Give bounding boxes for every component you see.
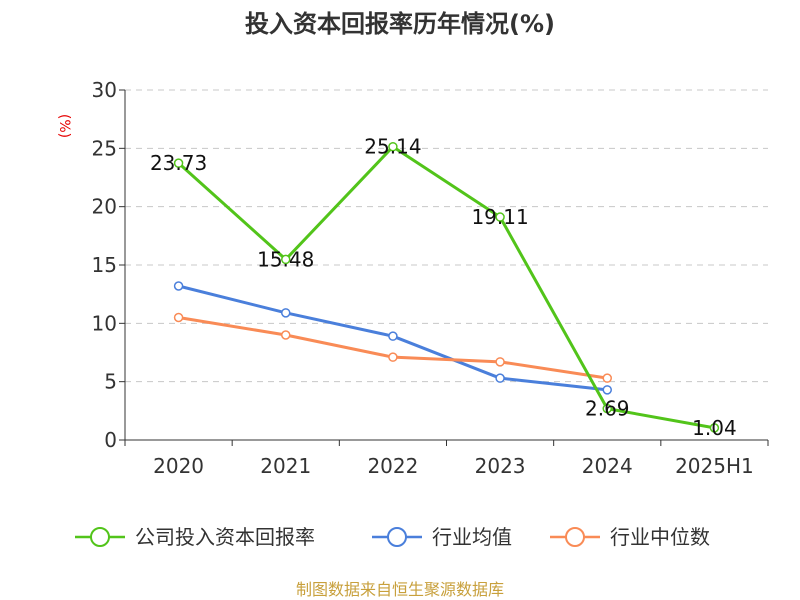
data-point-2-2	[388, 352, 398, 362]
y-tick-label: 10	[92, 311, 117, 335]
data-point-0-1	[281, 254, 291, 265]
data-point-1-3	[495, 373, 505, 383]
legend-marker-2	[565, 527, 585, 547]
data-point-1-2	[388, 331, 398, 341]
x-tick-label-2024: 2024	[582, 454, 633, 478]
data-point-1-4	[602, 385, 612, 395]
data-point-2-3	[495, 357, 505, 367]
y-tick-label: 25	[92, 136, 117, 160]
data-label: 15.48	[257, 247, 314, 271]
data-point-1-0	[173, 281, 184, 291]
chart-title: 投入资本回报率历年情况(%)	[245, 10, 555, 38]
x-tick-label-2025H1: 2025H1	[675, 454, 754, 478]
legend-label-2: 行业中位数	[610, 525, 710, 549]
y-tick-label: 15	[92, 253, 117, 277]
y-tick-label: 5	[104, 370, 117, 394]
x-tick-label-2021: 2021	[260, 454, 311, 478]
data-point-0-3	[495, 212, 505, 222]
data-label: 25.14	[364, 135, 421, 159]
legend: 公司投入资本回报率 行业均值 行业中位数	[75, 525, 710, 549]
data-point-2-1	[281, 330, 291, 340]
data-point-0-0	[173, 158, 184, 168]
data-point-2-4	[602, 373, 612, 383]
x-tick-label-2023: 2023	[475, 454, 526, 478]
data-label: 23.73	[150, 151, 207, 175]
legend-marker-1	[387, 527, 407, 547]
legend-marker-0	[90, 527, 110, 547]
x-tick-label-2022: 2022	[367, 454, 418, 478]
y-tick-label: 0	[104, 428, 117, 452]
y-tick-label: 20	[92, 195, 117, 219]
data-point-2-0	[173, 312, 184, 323]
series-line-0	[177, 145, 715, 430]
legend-label-1: 行业均值	[432, 525, 512, 549]
legend-label-0: 公司投入资本回报率	[135, 525, 315, 549]
axes: 0 5 10 15 20 25 30 2020 2021 2022 2023 2024 2025H1	[92, 78, 769, 478]
series-line-2	[178, 316, 608, 380]
data-label: 1.04	[692, 416, 737, 440]
x-tick-label-2020: 2020	[153, 454, 204, 478]
source-note: 制图数据来自恒生聚源数据库	[296, 580, 504, 599]
data-label: 2.69	[585, 397, 630, 421]
data-label: 19.11	[471, 205, 528, 229]
data-point-0-2	[388, 141, 398, 152]
data-point-1-1	[281, 308, 291, 318]
data-point-0-5	[709, 423, 720, 433]
y-axis-unit: (%)	[56, 114, 72, 138]
series-group	[173, 141, 720, 433]
y-tick-label: 30	[92, 78, 117, 102]
data-point-0-4	[602, 403, 612, 414]
data-labels: 23.73 15.48 25.14 19.11 2.69 1.04	[150, 135, 737, 440]
gridlines	[125, 89, 768, 383]
